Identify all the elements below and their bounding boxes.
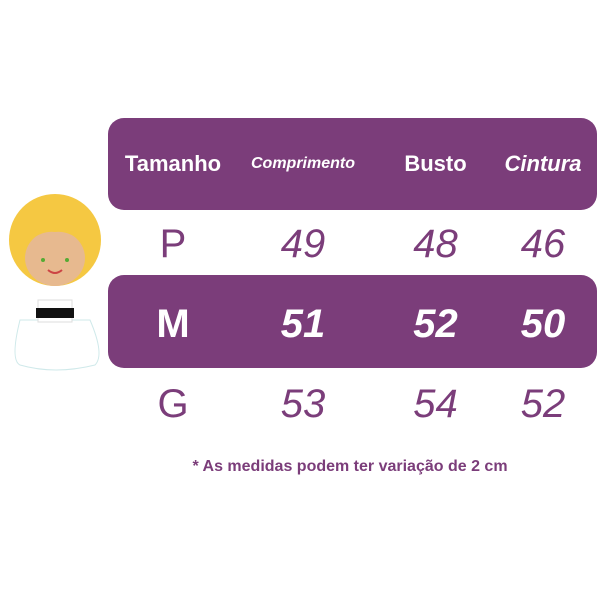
- size-cell: M: [156, 301, 190, 346]
- length-cell: 49: [280, 221, 326, 266]
- length-cell: 53: [280, 381, 326, 426]
- waist-cell: 46: [520, 221, 566, 266]
- header-waist: Cintura: [504, 151, 582, 176]
- bust-cell: 48: [413, 221, 458, 266]
- header-length: Comprimento: [251, 155, 355, 172]
- variation-note: * As medidas podem ter variação de 2 cm: [192, 458, 508, 475]
- waist-cell: 52: [520, 381, 566, 426]
- header-band: [108, 118, 597, 210]
- header-size: Tamanho: [124, 151, 222, 176]
- bust-cell: 54: [413, 381, 458, 426]
- header-row: Tamanho Comprimento Busto Cintura: [108, 118, 597, 210]
- table-row: G 53 54 52: [108, 358, 597, 450]
- waist-cell: 50: [520, 301, 566, 346]
- table-row: M 51 52 50: [108, 278, 597, 370]
- bust-cell: 52: [413, 301, 458, 346]
- size-cell: P: [159, 221, 187, 266]
- header-bust: Busto: [404, 151, 467, 176]
- size-cell: G: [157, 381, 189, 426]
- length-cell: 51: [280, 301, 326, 346]
- table-row: P 49 48 46: [108, 198, 597, 290]
- highlight-band: [108, 275, 597, 368]
- girl-illustration: [9, 194, 101, 371]
